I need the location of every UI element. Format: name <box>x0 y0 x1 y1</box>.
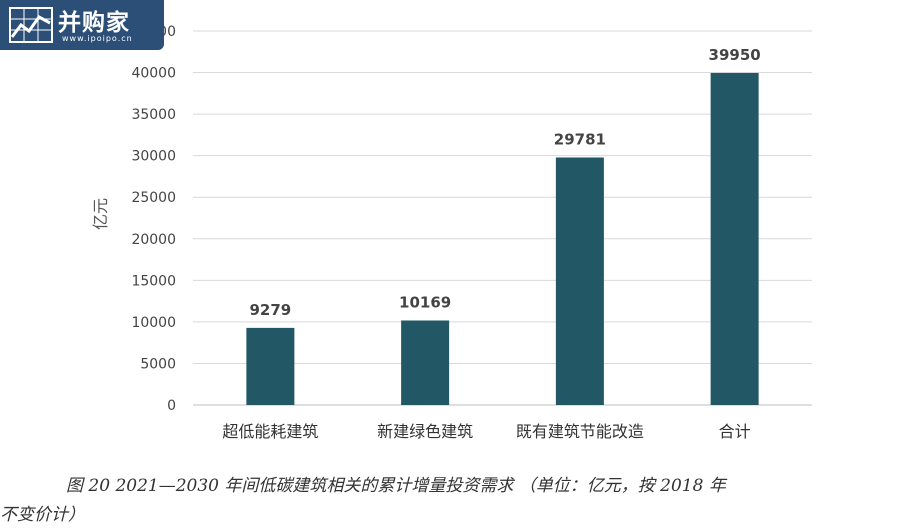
y-tick-label: 0 <box>167 398 176 414</box>
caption-line-2: 不变价计） <box>0 505 85 525</box>
y-tick-label: 30000 <box>131 149 176 165</box>
y-tick-label: 10000 <box>131 315 176 331</box>
bar <box>401 320 450 405</box>
y-tick-label: 5000 <box>140 356 176 372</box>
chart-logo-icon <box>9 7 53 43</box>
y-tick-label: 15000 <box>131 273 176 289</box>
caption-line-1: 图 20 2021—2030 年间低碳建筑相关的累计增量投资需求 （单位：亿元，… <box>66 476 726 496</box>
x-category-label: 合计 <box>719 422 751 441</box>
data-labels: 9279 10169 29781 39950 <box>250 46 761 319</box>
y-tick-label: 40000 <box>131 66 176 82</box>
bar-value-label: 10169 <box>399 293 451 311</box>
logo-badge: 并购家 www.ipoipo.cn <box>0 0 164 50</box>
bar-value-label: 9279 <box>250 301 292 319</box>
y-tick-label: 35000 <box>131 107 176 123</box>
logo-url: www.ipoipo.cn <box>62 34 133 43</box>
bar <box>246 327 295 405</box>
x-category-label: 超低能耗建筑 <box>222 422 318 441</box>
y-tick-label: 20000 <box>131 232 176 248</box>
y-axis-label: 亿元 <box>91 198 110 230</box>
x-category-label: 既有建筑节能改造 <box>516 422 644 441</box>
bar-chart: 0 5000 10000 15000 20000 25000 30000 35000 40000… <box>91 24 812 441</box>
bar <box>710 72 759 406</box>
x-axis-categories: 超低能耗建筑 新建绿色建筑 既有建筑节能改造 合计 <box>222 422 750 441</box>
bar-value-label: 29781 <box>554 130 606 148</box>
bar <box>555 157 604 405</box>
y-tick-label: 25000 <box>131 190 176 206</box>
x-category-label: 新建绿色建筑 <box>377 422 473 441</box>
bar-value-label: 39950 <box>709 46 761 64</box>
figure-caption: 图 20 2021—2030 年间低碳建筑相关的累计增量投资需求 （单位：亿元，… <box>0 472 905 530</box>
y-axis-ticks: 0 5000 10000 15000 20000 25000 30000 35000 40000… <box>131 24 176 414</box>
logo-name: 并购家 <box>58 10 130 36</box>
gridlines <box>193 30 812 406</box>
bars <box>246 72 759 406</box>
